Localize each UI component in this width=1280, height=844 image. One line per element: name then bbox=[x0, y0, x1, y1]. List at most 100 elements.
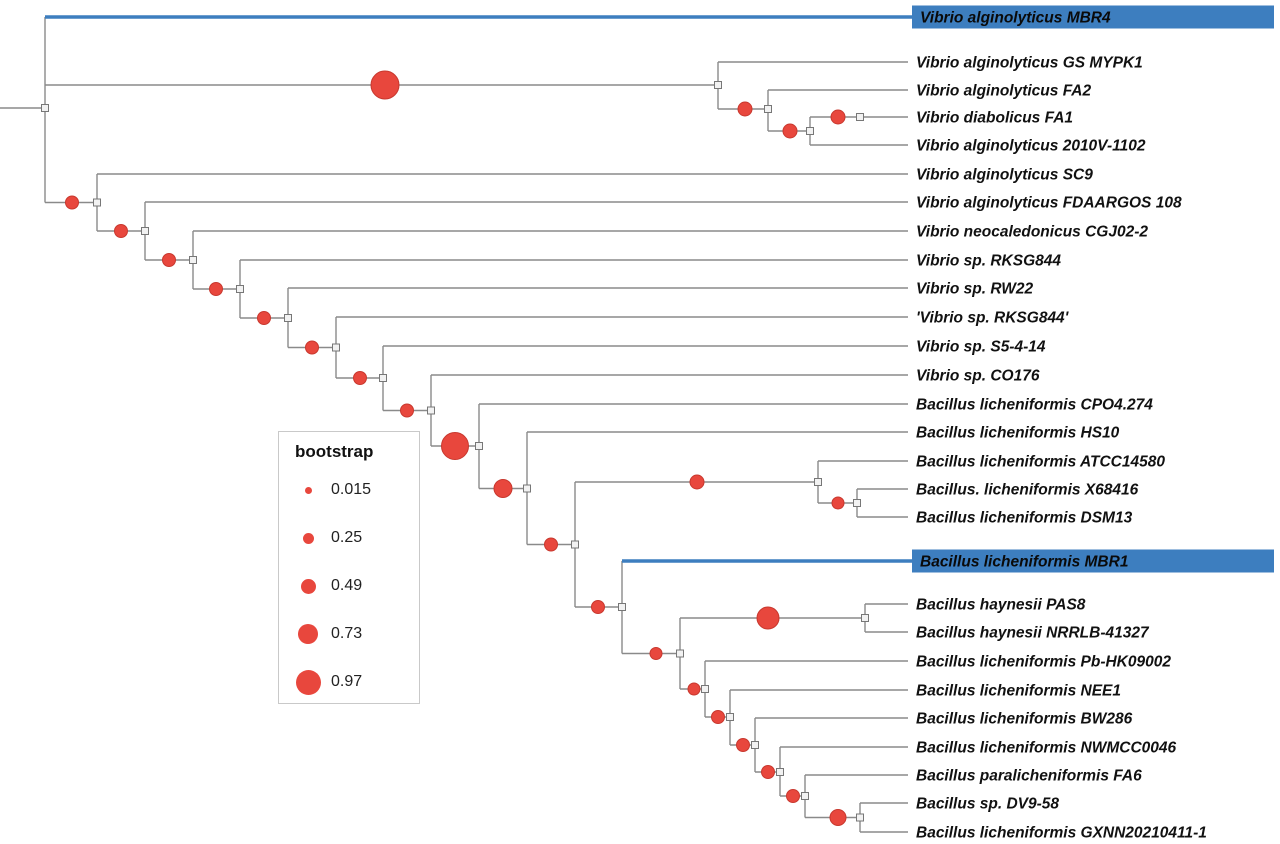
bootstrap-node-circle bbox=[756, 606, 780, 630]
leaf-label: Bacillus licheniformis CPO4.274 bbox=[916, 397, 1153, 414]
tree-node-square bbox=[751, 741, 759, 749]
highlight-bar bbox=[912, 5, 1274, 29]
tree-node-square bbox=[41, 104, 49, 112]
tree-node-square bbox=[714, 81, 722, 89]
bootstrap-node-circle bbox=[370, 70, 400, 100]
tree-node-square bbox=[776, 768, 784, 776]
bootstrap-dot-holder bbox=[293, 578, 323, 594]
tree-node-square bbox=[379, 374, 387, 382]
bootstrap-node-circle bbox=[162, 253, 176, 267]
bootstrap-node-circle bbox=[591, 600, 605, 614]
leaf-label: Bacillus licheniformis DSM13 bbox=[916, 510, 1133, 527]
bootstrap-node-circle bbox=[831, 496, 845, 510]
leaf-label: 'Vibrio sp. RKSG844' bbox=[916, 310, 1070, 327]
tree-node-square bbox=[856, 113, 864, 121]
bootstrap-node-circle bbox=[761, 765, 775, 779]
leaf-label-highlighted: Vibrio alginolyticus MBR4 bbox=[920, 10, 1111, 27]
bootstrap-node-circle bbox=[786, 789, 800, 803]
leaf-label: Vibrio sp. CO176 bbox=[916, 368, 1040, 385]
bootstrap-size-dot bbox=[304, 486, 312, 494]
tree-node-square bbox=[701, 685, 709, 693]
tree-node-square bbox=[332, 343, 340, 352]
tree-node-square bbox=[189, 256, 197, 264]
bootstrap-node-circle bbox=[114, 224, 128, 238]
bootstrap-node-circle bbox=[400, 403, 414, 418]
leaf-label: Vibrio diabolicus FA1 bbox=[916, 110, 1073, 127]
bootstrap-node-circle bbox=[687, 682, 701, 696]
legend-item: 0.49 bbox=[293, 562, 419, 610]
legend-title: bootstrap bbox=[295, 442, 374, 461]
tree-node-square bbox=[764, 105, 772, 113]
tree-node-square bbox=[571, 540, 579, 549]
leaf-label: Bacillus sp. DV9-58 bbox=[916, 796, 1059, 813]
bootstrap-node-circle bbox=[257, 311, 271, 325]
legend-item: 0.25 bbox=[293, 514, 419, 562]
tree-node-square bbox=[861, 614, 869, 622]
tree-node-square bbox=[236, 285, 244, 293]
bootstrap-node-circle bbox=[689, 474, 705, 490]
bootstrap-node-circle bbox=[544, 537, 558, 552]
leaf-label: Vibrio alginolyticus 2010V-1102 bbox=[916, 138, 1146, 155]
tree-node-square bbox=[801, 792, 809, 800]
tree-node-square bbox=[806, 127, 814, 135]
tree-node-square bbox=[475, 442, 483, 450]
leaf-label: Vibrio sp. RW22 bbox=[916, 281, 1034, 298]
tree-node-square bbox=[853, 499, 861, 507]
tree-node-square bbox=[93, 198, 101, 207]
leaf-label: Vibrio neocaledonicus CGJ02-2 bbox=[916, 224, 1148, 241]
bootstrap-dot-holder bbox=[293, 624, 323, 644]
bootstrap-dot-holder bbox=[293, 486, 323, 494]
leaf-label: Bacillus paralicheniformis FA6 bbox=[916, 768, 1142, 785]
legend-item: 0.73 bbox=[293, 610, 419, 658]
leaf-label: Vibrio alginolyticus GS MYPK1 bbox=[916, 55, 1143, 72]
leaf-label: Vibrio sp. S5-4-14 bbox=[916, 339, 1046, 356]
legend-value: 0.73 bbox=[331, 625, 363, 642]
tree-node-square bbox=[141, 227, 149, 235]
leaf-label: Bacillus licheniformis NEE1 bbox=[916, 683, 1121, 700]
bootstrap-size-dot bbox=[302, 532, 314, 544]
bootstrap-node-circle bbox=[441, 432, 469, 460]
tree-node-square bbox=[726, 713, 734, 721]
tree-node-square bbox=[523, 484, 531, 493]
bootstrap-node-circle bbox=[353, 371, 367, 385]
leaf-label: Bacillus haynesii NRRLB-41327 bbox=[916, 625, 1150, 642]
bootstrap-dot-holder bbox=[293, 532, 323, 544]
leaf-label: Bacillus licheniformis HS10 bbox=[916, 425, 1120, 442]
bootstrap-node-circle bbox=[737, 101, 753, 117]
bootstrap-node-circle bbox=[829, 809, 847, 826]
tree-node-square bbox=[856, 813, 864, 822]
bootstrap-node-circle bbox=[493, 479, 513, 498]
legend-item: 0.015 bbox=[293, 466, 419, 514]
tree-node-square bbox=[427, 406, 435, 415]
tree-node-square bbox=[618, 603, 626, 611]
highlight-bar bbox=[912, 549, 1274, 573]
tree-node-square bbox=[284, 314, 292, 322]
leaf-label-highlighted: Bacillus licheniformis MBR1 bbox=[920, 554, 1128, 571]
bootstrap-node-circle bbox=[711, 710, 725, 724]
leaf-label: Bacillus haynesii PAS8 bbox=[916, 597, 1086, 614]
bootstrap-legend: bootstrap 0.015 0.25 0.49 0.73 0.97 bbox=[278, 431, 420, 704]
bootstrap-node-circle bbox=[209, 282, 223, 296]
leaf-label: Bacillus licheniformis BW286 bbox=[916, 711, 1133, 728]
tree-node-square bbox=[814, 478, 822, 486]
bootstrap-node-circle bbox=[782, 123, 798, 139]
bootstrap-size-dot bbox=[295, 669, 321, 695]
leaf-label: Bacillus licheniformis Pb-HK09002 bbox=[916, 654, 1171, 671]
bootstrap-node-circle bbox=[65, 195, 79, 210]
leaf-label: Vibrio alginolyticus SC9 bbox=[916, 167, 1093, 184]
bootstrap-node-circle bbox=[736, 738, 750, 752]
bootstrap-dot-holder bbox=[293, 669, 323, 695]
leaf-label: Vibrio alginolyticus FA2 bbox=[916, 83, 1092, 100]
leaf-label: Bacillus licheniformis NWMCC0046 bbox=[916, 740, 1177, 757]
legend-value: 0.25 bbox=[331, 529, 363, 546]
bootstrap-node-circle bbox=[830, 109, 846, 125]
legend-value: 0.97 bbox=[331, 673, 363, 690]
legend-value: 0.49 bbox=[331, 577, 363, 594]
bootstrap-node-circle bbox=[305, 340, 319, 355]
leaf-label: Bacillus. licheniformis X68416 bbox=[916, 482, 1139, 499]
bootstrap-size-dot bbox=[300, 578, 316, 594]
tree-node-square bbox=[676, 649, 684, 658]
bootstrap-node-circle bbox=[649, 647, 663, 660]
